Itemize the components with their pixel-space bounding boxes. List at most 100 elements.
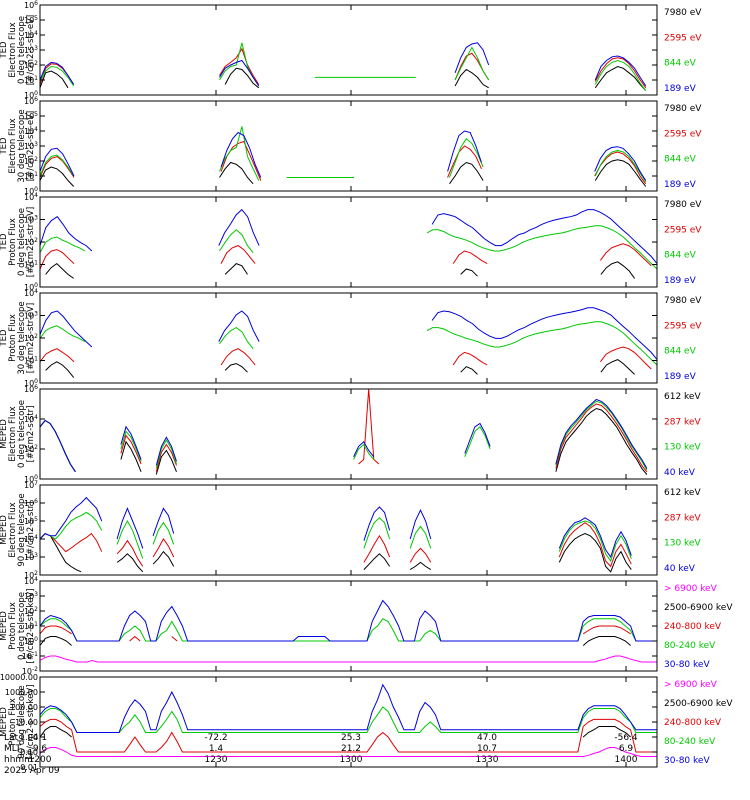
y-tick-label: 103 xyxy=(24,141,38,151)
y-tick-label: 100 xyxy=(24,90,38,100)
panel-6: 102 103 104 105 106 107 MEPEDElectron Flux90 d… xyxy=(0,480,701,580)
panel-frame-7 xyxy=(39,580,658,672)
y-axis-label-3: TEDProton Flux0 deg telescope[#/cm2-s-st… xyxy=(0,207,36,277)
legend-entry: 80-240 keV xyxy=(664,737,716,747)
y-tick-label: 106 xyxy=(24,0,38,10)
x-axis-footer: Lat MLT hhmm 2025 Apr 09 4.1 -72.2 25.3 … xyxy=(4,733,638,776)
y-tick-label: 104 xyxy=(24,414,38,424)
legend-entry: 2500-6900 keV xyxy=(664,699,733,709)
legend-entry: 189 eV xyxy=(664,180,697,190)
series-line-7-3 xyxy=(39,625,631,642)
legend-entry: 844 eV xyxy=(664,155,697,165)
y-tick-label: 104 xyxy=(24,288,38,298)
y-tick-label: 10000.00 xyxy=(0,673,38,682)
legend-entry: 844 eV xyxy=(664,347,697,357)
y-tick-label: 105 xyxy=(24,516,38,526)
series-line-7-2 xyxy=(39,636,631,646)
footer-hhmm-0: 1200 xyxy=(29,755,52,765)
y-tick-label: 10-2 xyxy=(22,666,38,676)
series-line-3-2 xyxy=(39,243,652,270)
legend-entry: 189 eV xyxy=(664,276,697,286)
series-line-6-4 xyxy=(39,496,632,559)
y-tick-label: 103 xyxy=(24,215,38,225)
y-tick-label: 1000.00 xyxy=(5,688,38,697)
panel-1: 100 101 102 103 104 105 106 TEDElectron Flux0 d… xyxy=(0,0,702,100)
y-tick-label: 107 xyxy=(24,480,38,490)
series-line-8-2 xyxy=(39,726,631,738)
panel-frame-5 xyxy=(39,388,658,480)
y-axis-label-4: TEDProton Flux30 deg telescope[#/cm2-s-s… xyxy=(0,301,36,374)
legend-entry: 240-800 keV xyxy=(664,718,722,728)
series-line-7-1 xyxy=(39,655,657,663)
y-tick-label: 103 xyxy=(24,591,38,601)
series-line-3-1 xyxy=(45,261,636,279)
y-tick-label: 1.00 xyxy=(20,733,38,742)
footer-lat-4: -56.4 xyxy=(614,733,638,743)
series-line-4-4 xyxy=(39,307,658,360)
legend-entry: 40 keV xyxy=(664,468,696,478)
legend-entry: 7980 eV xyxy=(664,104,702,114)
legend-entry: 7980 eV xyxy=(664,8,702,18)
series-line-1-1 xyxy=(39,65,647,91)
legend-entry: 7980 eV xyxy=(664,296,702,306)
footer-hhmm-2: 1300 xyxy=(340,755,363,765)
y-tick-label: 101 xyxy=(24,171,38,181)
footer-date: 2025 Apr 09 xyxy=(4,766,60,776)
series-line-5-2 xyxy=(39,388,648,473)
y-axis-label-1: TEDElectron Flux0 deg telescope[#/cm2-s-… xyxy=(0,15,36,85)
footer-lat-2: 25.3 xyxy=(341,733,361,743)
series-line-8-4 xyxy=(39,706,657,733)
y-axis-label-7: MEPEDProton Flux0 deg telescope[#/cm2-s-… xyxy=(0,589,36,664)
legend-entry: 287 keV xyxy=(664,417,701,427)
y-tick-label: 104 xyxy=(24,576,38,586)
y-tick-label: 102 xyxy=(24,60,38,70)
series-line-4-2 xyxy=(39,346,652,370)
series-line-8-1 xyxy=(39,747,657,757)
footer-hhmm-1: 1230 xyxy=(205,755,228,765)
y-tick-label: 104 xyxy=(24,126,38,136)
series-line-1-2 xyxy=(39,47,647,89)
legend-entry: 844 eV xyxy=(664,59,697,69)
series-line-5-4 xyxy=(39,398,648,473)
footer-mlt-2: 21.2 xyxy=(341,744,361,754)
series-line-6-1 xyxy=(39,533,632,573)
y-tick-label: 102 xyxy=(24,570,38,580)
series-line-7-4 xyxy=(39,618,657,642)
series-line-6-3 xyxy=(39,511,632,563)
y-tick-label: 100 xyxy=(24,378,38,388)
legend-entry: 30-80 keV xyxy=(664,660,710,670)
y-tick-label: 106 xyxy=(24,96,38,106)
y-tick-label: 104 xyxy=(24,30,38,40)
legend-entry: 2595 eV xyxy=(664,321,702,331)
panel-frame-3 xyxy=(39,196,658,288)
series-line-4-1 xyxy=(45,359,635,378)
panel-7: 10-2 10-1 100 101 102 103 104 MEPEDProton Flux0… xyxy=(0,576,733,676)
y-tick-label: 103 xyxy=(24,552,38,562)
y-tick-label: 100 xyxy=(24,474,38,484)
footer-label-hhmm: hhmm xyxy=(4,755,33,765)
y-tick-label: 103 xyxy=(24,311,38,321)
legend-entry: 7980 eV xyxy=(664,200,702,210)
footer-lat-0: 4.1 xyxy=(33,733,47,743)
series-line-6-2 xyxy=(39,522,632,568)
legend-entry: 240-800 keV xyxy=(664,622,722,632)
legend-entry: 287 keV xyxy=(664,513,701,523)
y-tick-label: 10-1 xyxy=(22,651,38,661)
y-tick-label: 100 xyxy=(24,186,38,196)
panel-5: 100 102 104 106 MEPEDElectron Flux0 deg tele… xyxy=(0,384,701,484)
legend-entry: 2595 eV xyxy=(664,225,702,235)
y-tick-label: 106 xyxy=(24,384,38,394)
y-axis-label-5: MEPEDElectron Flux0 deg telescope[#/cm2-… xyxy=(0,400,36,468)
footer-mlt-1: 1.4 xyxy=(209,744,224,754)
panel-frame-1 xyxy=(39,4,658,96)
y-tick-label: 103 xyxy=(24,45,38,55)
series-line-1-4 xyxy=(39,42,647,87)
y-tick-label: 100.00 xyxy=(10,703,38,712)
legend-entry: > 6900 keV xyxy=(664,680,718,690)
panel-3: 100 101 102 103 104 TEDProton Flux0 deg teles… xyxy=(0,192,702,292)
legend-entry: 612 keV xyxy=(664,392,701,402)
legend-entry: > 6900 keV xyxy=(664,584,718,594)
y-axis-label-8: MEPEDProton Flux90 deg telescope[#/cm2-s… xyxy=(0,685,36,760)
